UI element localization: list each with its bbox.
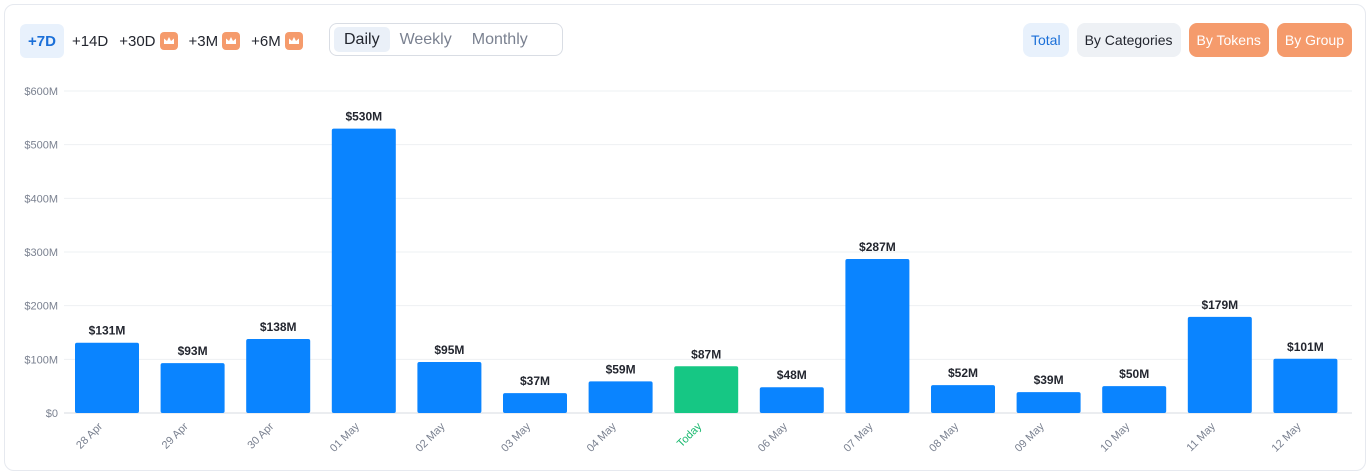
range-3m-button[interactable]: +3M [189, 32, 241, 50]
crown-icon [222, 32, 241, 50]
y-tick-label: $200M [24, 301, 58, 313]
range-30d-button[interactable]: +30D [119, 32, 178, 50]
y-tick-label: $300M [24, 247, 58, 259]
data-label: $179M [1201, 298, 1238, 312]
crown-icon [284, 32, 303, 50]
data-label: $39M [1034, 373, 1064, 387]
by-categories-button[interactable]: By Categories [1076, 23, 1181, 57]
data-label: $87M [691, 347, 721, 361]
view-selector: Total By Categories By Tokens By Group [1023, 23, 1352, 57]
x-tick-label: 28 Apr [74, 420, 105, 451]
bar [160, 363, 225, 413]
data-label: $59M [606, 362, 636, 376]
period-monthly-tab[interactable]: Monthly [471, 31, 528, 48]
bar [588, 381, 653, 413]
data-label: $93M [178, 344, 208, 358]
y-tick-label: $400M [24, 193, 58, 205]
y-tick-label: $100M [24, 354, 58, 366]
bar [931, 385, 995, 413]
data-label: $50M [1119, 367, 1149, 381]
bar [503, 393, 567, 413]
x-tick-label: 04 May [585, 420, 619, 454]
x-tick-label: 02 May [414, 420, 448, 454]
x-tick-label: 03 May [499, 420, 533, 454]
x-tick-label: 09 May [1013, 420, 1047, 454]
y-tick-label: $0 [46, 408, 58, 420]
data-label: $95M [434, 343, 464, 357]
data-label: $52M [948, 366, 978, 380]
period-daily-tab[interactable]: Daily [334, 27, 390, 52]
x-tick-label: 10 May [1098, 420, 1132, 454]
x-tick-label: 01 May [328, 420, 362, 454]
chart-card [4, 4, 1366, 471]
x-tick-label: Today [675, 420, 705, 450]
data-label: $131M [89, 324, 126, 338]
range-label: +6M [251, 32, 281, 50]
x-tick-label: 08 May [927, 420, 961, 454]
by-group-button[interactable]: By Group [1276, 23, 1352, 57]
x-tick-label: 07 May [842, 420, 876, 454]
period-toggle: Daily Weekly Monthly [329, 23, 563, 56]
range-label: +3M [188, 32, 219, 50]
bar [331, 128, 396, 414]
by-tokens-button[interactable]: By Tokens [1188, 23, 1269, 57]
bar [1273, 358, 1338, 413]
bar [1016, 392, 1081, 413]
bar [1102, 386, 1167, 413]
data-label: $101M [1287, 340, 1324, 354]
bar [845, 258, 910, 413]
bar [75, 342, 139, 413]
total-view-button[interactable]: Total [1023, 23, 1069, 57]
range-7d-button[interactable]: +7D [20, 24, 64, 58]
data-label: $138M [260, 320, 297, 334]
x-tick-label: 11 May [1184, 420, 1218, 454]
x-tick-label: 30 Apr [245, 420, 276, 451]
data-label: $37M [520, 374, 550, 388]
bar [417, 362, 482, 413]
period-weekly-tab[interactable]: Weekly [399, 31, 452, 48]
range-label: +14D [71, 32, 109, 50]
y-tick-label: $500M [24, 140, 58, 152]
range-label: +7D [28, 32, 56, 50]
x-tick-label: 12 May [1270, 420, 1304, 454]
x-tick-label: 29 Apr [160, 420, 191, 451]
x-tick-label: 06 May [756, 420, 790, 454]
range-14d-button[interactable]: +14D [72, 33, 108, 50]
bar [674, 366, 739, 413]
range-label: +30D [119, 32, 156, 50]
crown-icon [159, 32, 178, 50]
bar [759, 387, 824, 413]
data-label: $287M [859, 240, 896, 254]
data-label: $48M [777, 368, 807, 382]
range-6m-button[interactable]: +6M [251, 32, 303, 50]
bar [246, 338, 311, 413]
bar [1187, 316, 1252, 413]
y-tick-label: $600M [24, 86, 58, 98]
range-selector: +7D +14D +30D +3M +6M [20, 24, 314, 58]
data-label: $530M [345, 110, 382, 124]
